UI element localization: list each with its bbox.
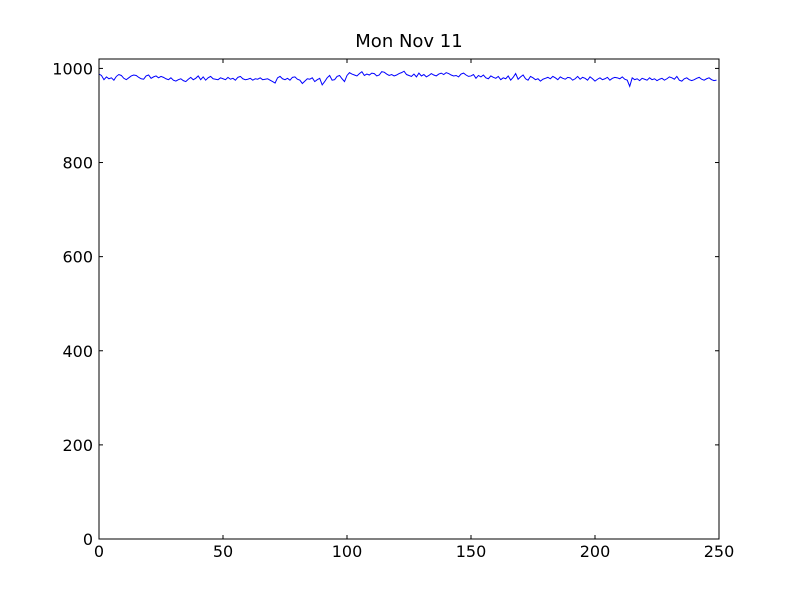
plot-area: 0 200 400 600 800 1000 0 50 100 150 200 250: [52, 59, 734, 561]
y-tick-label: 1000: [52, 59, 93, 78]
chart-title: Mon Nov 11: [355, 31, 462, 52]
y-tick-label: 0: [83, 530, 93, 549]
x-tick-label: 250: [704, 542, 735, 561]
x-tick-label: 150: [456, 542, 487, 561]
x-tick-label: 100: [332, 542, 363, 561]
x-tick-label: 0: [94, 542, 104, 561]
axes-frame: [98, 58, 720, 540]
x-tick-label: 50: [213, 542, 233, 561]
y-tick-label: 600: [62, 248, 93, 267]
y-tick-label: 200: [62, 436, 93, 455]
y-tick-label: 400: [62, 342, 93, 361]
x-tick-label: 200: [580, 542, 611, 561]
y-tick-label: 800: [62, 154, 93, 173]
data-line: [98, 70, 717, 88]
